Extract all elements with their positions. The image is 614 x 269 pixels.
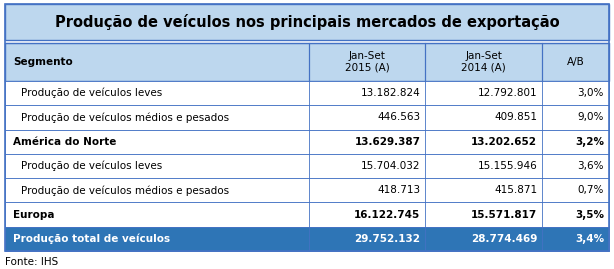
Text: 3,2%: 3,2% [575, 137, 604, 147]
Bar [5, 81, 609, 105]
Text: Produção de veículos nos principais mercados de exportação: Produção de veículos nos principais merc… [55, 14, 559, 30]
Text: 28.774.469: 28.774.469 [471, 234, 537, 244]
Text: Jan-Set
2014 (A): Jan-Set 2014 (A) [462, 51, 506, 73]
Text: 418.713: 418.713 [378, 185, 421, 195]
Text: Produção de veículos médios e pesados: Produção de veículos médios e pesados [21, 185, 229, 196]
Text: Produção total de veículos: Produção total de veículos [13, 233, 170, 244]
Text: Europa: Europa [13, 210, 55, 220]
Text: 446.563: 446.563 [378, 112, 421, 122]
Text: Produção de veículos leves: Produção de veículos leves [21, 88, 162, 98]
Text: 415.871: 415.871 [494, 185, 537, 195]
Bar [5, 4, 609, 40]
Text: 0,7%: 0,7% [578, 185, 604, 195]
Text: Produção de veículos leves: Produção de veículos leves [21, 161, 162, 171]
Text: Produção de veículos médios e pesados: Produção de veículos médios e pesados [21, 112, 229, 123]
Bar [5, 178, 609, 203]
Text: 9,0%: 9,0% [578, 112, 604, 122]
Text: Jan-Set
2015 (A): Jan-Set 2015 (A) [344, 51, 389, 73]
Bar [5, 43, 609, 81]
Bar [5, 203, 609, 227]
Bar [5, 227, 609, 251]
Text: 13.182.824: 13.182.824 [360, 88, 421, 98]
Text: 16.122.745: 16.122.745 [354, 210, 421, 220]
Text: 3,4%: 3,4% [575, 234, 604, 244]
Text: 3,0%: 3,0% [578, 88, 604, 98]
Text: 13.629.387: 13.629.387 [354, 137, 421, 147]
Text: A/B: A/B [567, 57, 585, 67]
Text: 15.704.032: 15.704.032 [361, 161, 421, 171]
Bar [5, 130, 609, 154]
Text: 3,6%: 3,6% [578, 161, 604, 171]
Bar [5, 105, 609, 130]
Text: 15.571.817: 15.571.817 [471, 210, 537, 220]
Text: 29.752.132: 29.752.132 [354, 234, 421, 244]
Text: Fonte: IHS: Fonte: IHS [5, 257, 58, 267]
Text: 15.155.946: 15.155.946 [478, 161, 537, 171]
Bar [5, 154, 609, 178]
Text: 12.792.801: 12.792.801 [478, 88, 537, 98]
Text: América do Norte: América do Norte [13, 137, 117, 147]
Text: Segmento: Segmento [13, 57, 72, 67]
Text: 3,5%: 3,5% [575, 210, 604, 220]
Text: 13.202.652: 13.202.652 [472, 137, 537, 147]
Text: 409.851: 409.851 [494, 112, 537, 122]
